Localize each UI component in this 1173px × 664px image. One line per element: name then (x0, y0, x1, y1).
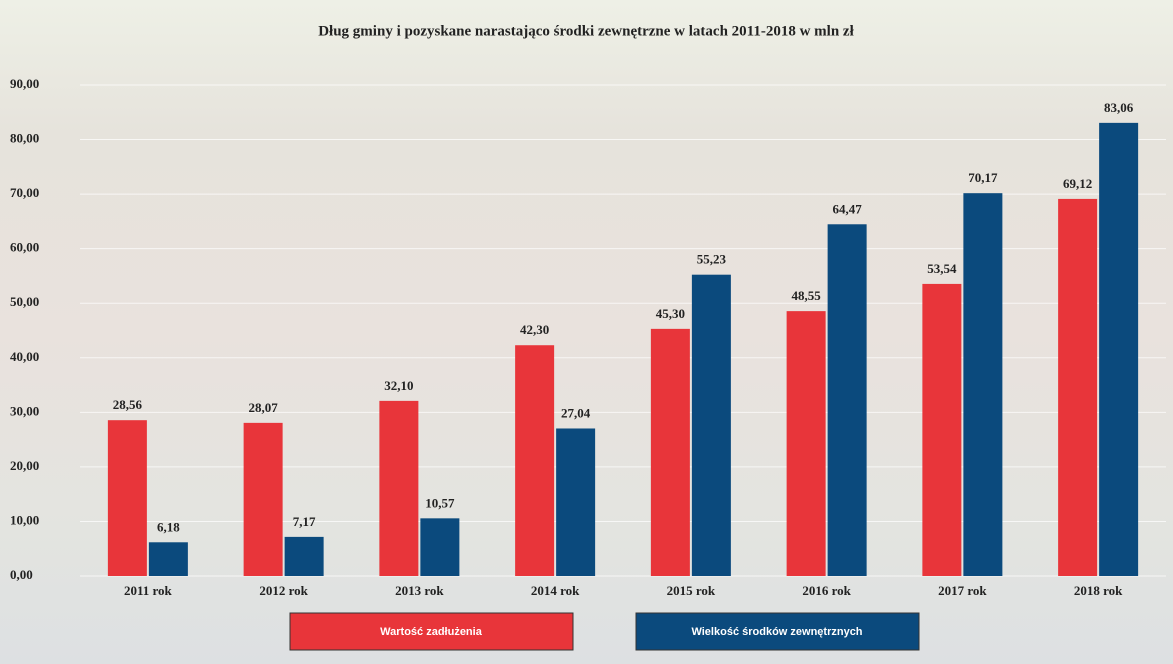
value-label: 45,30 (656, 306, 685, 321)
value-label: 7,17 (293, 514, 316, 529)
y-tick-label: 20,00 (10, 458, 39, 473)
value-label: 6,18 (157, 519, 180, 534)
chart-title: Dług gminy i pozyskane narastająco środk… (318, 23, 854, 39)
value-label: 53,54 (927, 261, 957, 276)
y-tick-label: 80,00 (10, 131, 39, 146)
value-label: 27,04 (561, 405, 591, 420)
value-label: 28,07 (249, 400, 279, 415)
x-tick-label: 2011 rok (124, 583, 173, 598)
bar (244, 423, 283, 576)
x-tick-label: 2017 rok (938, 583, 987, 598)
bar (515, 345, 554, 576)
x-tick-label: 2012 rok (259, 583, 308, 598)
bar (1099, 123, 1138, 576)
x-tick-label: 2014 rok (531, 583, 580, 598)
bar (692, 275, 731, 576)
value-label: 32,10 (384, 378, 413, 393)
x-tick-label: 2018 rok (1074, 583, 1123, 598)
y-tick-label: 0,00 (10, 567, 33, 582)
y-tick-label: 60,00 (10, 240, 39, 255)
value-label: 69,12 (1063, 176, 1092, 191)
bar (379, 401, 418, 576)
y-tick-label: 90,00 (10, 76, 39, 91)
y-tick-label: 70,00 (10, 185, 39, 200)
y-tick-label: 50,00 (10, 294, 39, 309)
bar (556, 428, 595, 576)
bar (420, 518, 459, 576)
x-tick-label: 2015 rok (667, 583, 716, 598)
y-tick-label: 10,00 (10, 512, 39, 527)
chart: Dług gminy i pozyskane narastająco środk… (0, 0, 1173, 664)
value-label: 42,30 (520, 322, 549, 337)
value-label: 10,57 (425, 495, 455, 510)
x-tick-label: 2016 rok (802, 583, 851, 598)
bar (149, 542, 188, 576)
value-label: 83,06 (1104, 100, 1134, 115)
x-tick-label: 2013 rok (395, 583, 444, 598)
value-label: 70,17 (968, 170, 998, 185)
bar (108, 420, 147, 576)
bar (285, 537, 324, 576)
bar (787, 311, 826, 576)
y-tick-label: 30,00 (10, 403, 39, 418)
bar (828, 224, 867, 576)
legend-label: Wielkość środków zewnętrznych (691, 626, 862, 638)
bar (651, 329, 690, 576)
value-label: 28,56 (113, 397, 143, 412)
bar (1058, 199, 1097, 576)
value-label: 64,47 (833, 201, 863, 216)
legend-label: Wartość zadłużenia (380, 626, 483, 638)
bar (963, 193, 1002, 576)
y-tick-label: 40,00 (10, 349, 39, 364)
bar (922, 284, 961, 576)
value-label: 55,23 (697, 252, 727, 267)
value-label: 48,55 (792, 288, 822, 303)
